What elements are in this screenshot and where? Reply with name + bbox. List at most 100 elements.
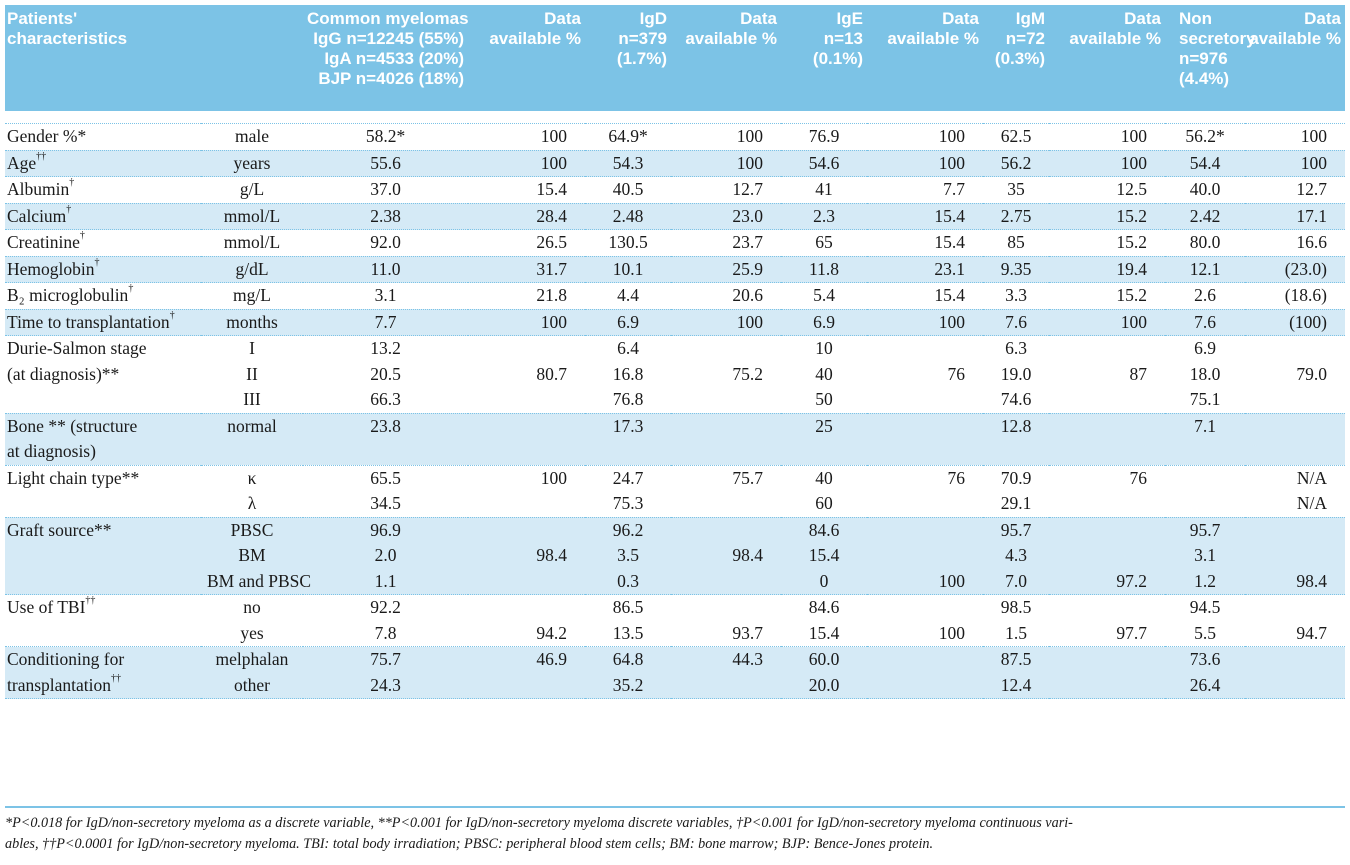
data-available: 15.2 — [1049, 230, 1165, 257]
common-value: 55.6 — [303, 150, 468, 177]
row-label-value: Albumin† — [7, 177, 195, 203]
data-available: 44.3 — [671, 646, 781, 699]
table-row: Age†† years 55.6 100 54.3 100 54.6 100 56.2 100 54… — [5, 150, 1345, 177]
ige-value: 65 — [781, 230, 867, 257]
ige-value: 84.6 15.4 0 — [781, 517, 867, 595]
ige-value: 84.6 15.4 — [781, 595, 867, 647]
data-available: 87 — [1049, 336, 1165, 414]
igm-value-value: 1.5 — [1005, 622, 1027, 643]
row-unit: years — [201, 150, 303, 177]
data-available-value: 15.2 — [1116, 205, 1147, 226]
row-unit: mmol/L — [201, 230, 303, 257]
data-available-value: 15.2 — [1116, 232, 1147, 252]
data-available: 26.5 — [468, 230, 585, 257]
footnote: *P<0.018 for IgD/non-secretory myeloma a… — [5, 813, 1345, 855]
data-available-value: 28.4 — [536, 205, 567, 226]
row-unit-value: III — [243, 389, 261, 409]
data-available-value: 100 — [938, 622, 965, 643]
ige-value-value: 5.4 — [813, 285, 835, 305]
row-unit-value: mg/L — [233, 285, 271, 305]
row-unit-value: months — [226, 311, 278, 332]
data-available-value — [873, 543, 965, 569]
data-available-value — [677, 518, 763, 544]
data-available: 15.2 — [1049, 283, 1165, 310]
row-label-text: Time to transplantation — [7, 311, 170, 332]
data-available-value: (100) — [1289, 311, 1327, 332]
nonsecretory-value: 6.9 18.0 75.1 — [1165, 336, 1245, 414]
table-row-durie-salmon: Durie-Salmon stage (at diagnosis)** I II III… — [5, 336, 1345, 414]
igd-value: 6.4 16.8 76.8 — [585, 336, 671, 414]
ige-value-value: 41 — [815, 179, 833, 199]
data-available-value: 80.7 — [536, 363, 567, 384]
data-available-value — [474, 569, 567, 595]
data-available-value: 23.1 — [934, 258, 965, 279]
data-available-value — [677, 595, 763, 621]
data-available-value — [1251, 543, 1327, 569]
igm-value: 7.6 — [983, 309, 1049, 336]
data-available: 100 — [671, 309, 781, 336]
data-available: 94.2 — [468, 595, 585, 647]
data-available-value — [1055, 543, 1147, 569]
data-available-value — [677, 336, 763, 362]
data-available-value: 100 — [540, 311, 567, 332]
data-available-value — [474, 595, 567, 621]
ige-value-value: 60.0 — [808, 649, 840, 669]
common-value: 3.1 — [303, 283, 468, 310]
table-row: Gender %* male 58.2* 100 64.9* 100 76.9 100 62.5… — [5, 124, 1345, 151]
data-available — [1049, 413, 1165, 465]
footnote-marker: † — [94, 256, 100, 268]
igm-value-value: 12.8 — [1000, 415, 1032, 436]
row-unit: male — [201, 124, 303, 151]
spacer-row — [5, 111, 1345, 124]
nonsecretory-value — [1165, 465, 1245, 517]
ige-value-value: 25 — [815, 415, 833, 436]
row-unit-value: mmol/L — [223, 205, 281, 226]
igd-value-value: 35.2 — [612, 674, 644, 695]
data-available: 100 — [1049, 150, 1165, 177]
igm-value: 3.3 — [983, 283, 1049, 310]
common-value-value: 1.1 — [374, 570, 397, 591]
nonsecretory-value-value: 6.9 — [1194, 338, 1216, 358]
table-row: B₂ microglobulin† mg/L 3.1 21.8 4.4 20.6 5.4 15… — [5, 283, 1345, 310]
data-available-value: 97.7 — [1116, 622, 1147, 643]
row-unit-value: I — [249, 338, 255, 358]
data-available-value: 76 — [947, 363, 966, 384]
common-value-value: 37.0 — [370, 179, 401, 199]
nonsecretory-value-value: 56.2* — [1185, 126, 1225, 146]
igd-value-value: 75.3 — [612, 493, 644, 513]
common-value: 11.0 — [303, 256, 468, 283]
data-available-value: 100 — [1120, 126, 1147, 146]
nonsecretory-value-value: 80.0 — [1189, 232, 1221, 252]
ige-value: 25 — [781, 413, 867, 465]
header-row: Patients' characteristics Common myeloma… — [5, 5, 1345, 111]
common-value: 2.38 — [303, 203, 468, 230]
data-available-value: 12.7 — [732, 179, 763, 199]
igm-value: 56.2 — [983, 150, 1049, 177]
data-available-value: 15.2 — [1116, 285, 1147, 305]
data-available — [468, 413, 585, 465]
row-unit: months — [201, 309, 303, 336]
data-available-value: 75.7 — [732, 467, 763, 488]
data-available-value: (23.0) — [1284, 258, 1327, 279]
row-label: Albumin† — [5, 177, 201, 204]
data-available: 98.4 — [468, 517, 585, 595]
row-label: Durie-Salmon stage (at diagnosis)** — [5, 336, 201, 414]
common-value: 92.0 — [303, 230, 468, 257]
footnote-marker: †† — [111, 672, 122, 684]
ige-value: 54.6 — [781, 150, 867, 177]
nonsecretory-value-value: 12.1 — [1189, 258, 1221, 279]
data-available: 100 — [468, 309, 585, 336]
nonsecretory-value-value: 95.7 — [1189, 519, 1221, 540]
row-unit: melphalan other — [201, 646, 303, 699]
row-label-value: Calcium† — [7, 204, 195, 230]
data-available-value — [1251, 518, 1327, 544]
nonsecretory-value-value: 3.1 — [1194, 545, 1216, 565]
igm-value: 87.5 12.4 — [983, 646, 1049, 699]
row-label: Time to transplantation† — [5, 309, 201, 336]
common-value-value: 66.3 — [370, 389, 401, 409]
igd-value: 10.1 — [585, 256, 671, 283]
igd-value: 2.48 — [585, 203, 671, 230]
igd-value-value: 130.5 — [608, 232, 648, 252]
footnote-marker: † — [128, 283, 134, 294]
nonsecretory-value-value: 75.1 — [1189, 389, 1221, 409]
